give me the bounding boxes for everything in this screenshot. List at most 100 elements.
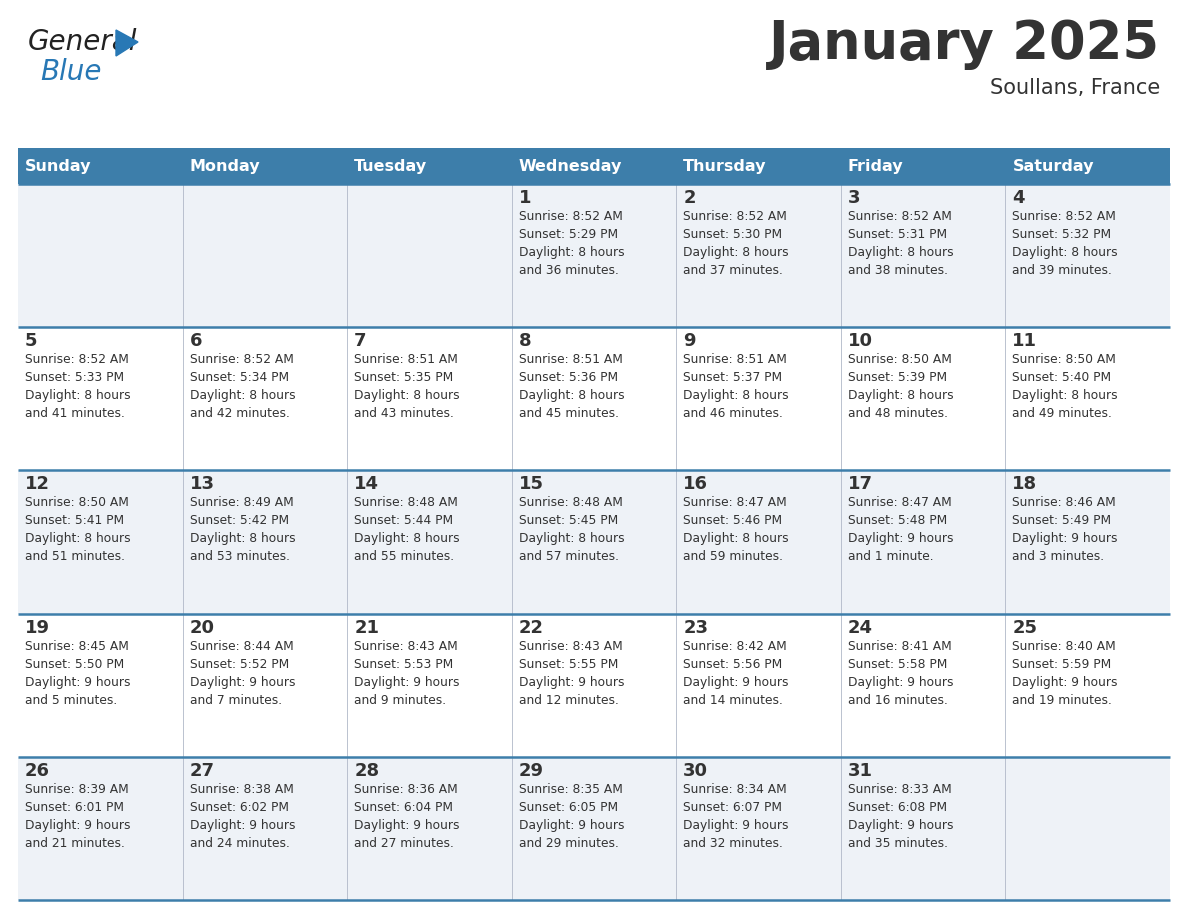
Text: 10: 10 <box>848 332 873 350</box>
Text: 5: 5 <box>25 332 38 350</box>
Text: Sunrise: 8:51 AM
Sunset: 5:36 PM
Daylight: 8 hours
and 45 minutes.: Sunrise: 8:51 AM Sunset: 5:36 PM Dayligh… <box>519 353 625 420</box>
Bar <box>183 756 347 900</box>
Text: 28: 28 <box>354 762 379 779</box>
Text: 17: 17 <box>848 476 873 493</box>
Bar <box>18 184 183 327</box>
Bar <box>841 470 1005 613</box>
Bar <box>676 327 841 470</box>
Text: Sunrise: 8:34 AM
Sunset: 6:07 PM
Daylight: 9 hours
and 32 minutes.: Sunrise: 8:34 AM Sunset: 6:07 PM Dayligh… <box>683 783 789 850</box>
Text: Sunrise: 8:52 AM
Sunset: 5:29 PM
Daylight: 8 hours
and 36 minutes.: Sunrise: 8:52 AM Sunset: 5:29 PM Dayligh… <box>519 210 625 277</box>
Bar <box>676 148 841 184</box>
Text: 15: 15 <box>519 476 544 493</box>
Text: Blue: Blue <box>40 58 101 86</box>
Text: General: General <box>29 28 138 56</box>
Text: Sunrise: 8:36 AM
Sunset: 6:04 PM
Daylight: 9 hours
and 27 minutes.: Sunrise: 8:36 AM Sunset: 6:04 PM Dayligh… <box>354 783 460 850</box>
Text: 31: 31 <box>848 762 873 779</box>
Text: 16: 16 <box>683 476 708 493</box>
Text: 23: 23 <box>683 619 708 636</box>
Bar <box>676 613 841 756</box>
Text: Sunrise: 8:48 AM
Sunset: 5:44 PM
Daylight: 8 hours
and 55 minutes.: Sunrise: 8:48 AM Sunset: 5:44 PM Dayligh… <box>354 497 460 564</box>
Text: 4: 4 <box>1012 189 1025 207</box>
Bar <box>841 613 1005 756</box>
Bar <box>512 327 676 470</box>
Bar <box>18 756 183 900</box>
Text: Sunrise: 8:51 AM
Sunset: 5:37 PM
Daylight: 8 hours
and 46 minutes.: Sunrise: 8:51 AM Sunset: 5:37 PM Dayligh… <box>683 353 789 420</box>
Text: Sunrise: 8:52 AM
Sunset: 5:31 PM
Daylight: 8 hours
and 38 minutes.: Sunrise: 8:52 AM Sunset: 5:31 PM Dayligh… <box>848 210 954 277</box>
Text: 24: 24 <box>848 619 873 636</box>
Text: 3: 3 <box>848 189 860 207</box>
Bar <box>183 148 347 184</box>
Text: Sunrise: 8:48 AM
Sunset: 5:45 PM
Daylight: 8 hours
and 57 minutes.: Sunrise: 8:48 AM Sunset: 5:45 PM Dayligh… <box>519 497 625 564</box>
Bar <box>183 327 347 470</box>
Bar <box>347 327 512 470</box>
Bar <box>183 613 347 756</box>
Text: Sunrise: 8:46 AM
Sunset: 5:49 PM
Daylight: 9 hours
and 3 minutes.: Sunrise: 8:46 AM Sunset: 5:49 PM Dayligh… <box>1012 497 1118 564</box>
Text: Sunrise: 8:41 AM
Sunset: 5:58 PM
Daylight: 9 hours
and 16 minutes.: Sunrise: 8:41 AM Sunset: 5:58 PM Dayligh… <box>848 640 953 707</box>
Text: Sunrise: 8:52 AM
Sunset: 5:32 PM
Daylight: 8 hours
and 39 minutes.: Sunrise: 8:52 AM Sunset: 5:32 PM Dayligh… <box>1012 210 1118 277</box>
Bar <box>512 148 676 184</box>
Text: 29: 29 <box>519 762 544 779</box>
Text: 21: 21 <box>354 619 379 636</box>
Bar <box>841 184 1005 327</box>
Text: Sunrise: 8:38 AM
Sunset: 6:02 PM
Daylight: 9 hours
and 24 minutes.: Sunrise: 8:38 AM Sunset: 6:02 PM Dayligh… <box>190 783 295 850</box>
Bar <box>841 148 1005 184</box>
Polygon shape <box>116 30 138 56</box>
Bar <box>183 470 347 613</box>
Text: 14: 14 <box>354 476 379 493</box>
Text: Sunrise: 8:47 AM
Sunset: 5:46 PM
Daylight: 8 hours
and 59 minutes.: Sunrise: 8:47 AM Sunset: 5:46 PM Dayligh… <box>683 497 789 564</box>
Bar <box>347 613 512 756</box>
Bar <box>18 327 183 470</box>
Text: Sunrise: 8:49 AM
Sunset: 5:42 PM
Daylight: 8 hours
and 53 minutes.: Sunrise: 8:49 AM Sunset: 5:42 PM Dayligh… <box>190 497 295 564</box>
Text: January 2025: January 2025 <box>769 18 1159 70</box>
Bar <box>512 184 676 327</box>
Bar <box>1005 148 1170 184</box>
Text: Soullans, France: Soullans, France <box>990 78 1159 98</box>
Bar <box>512 470 676 613</box>
Text: 18: 18 <box>1012 476 1037 493</box>
Bar <box>18 470 183 613</box>
Bar <box>183 184 347 327</box>
Text: Sunrise: 8:45 AM
Sunset: 5:50 PM
Daylight: 9 hours
and 5 minutes.: Sunrise: 8:45 AM Sunset: 5:50 PM Dayligh… <box>25 640 131 707</box>
Text: Sunrise: 8:51 AM
Sunset: 5:35 PM
Daylight: 8 hours
and 43 minutes.: Sunrise: 8:51 AM Sunset: 5:35 PM Dayligh… <box>354 353 460 420</box>
Text: 20: 20 <box>190 619 215 636</box>
Bar <box>347 756 512 900</box>
Text: Sunrise: 8:43 AM
Sunset: 5:55 PM
Daylight: 9 hours
and 12 minutes.: Sunrise: 8:43 AM Sunset: 5:55 PM Dayligh… <box>519 640 624 707</box>
Text: Sunrise: 8:33 AM
Sunset: 6:08 PM
Daylight: 9 hours
and 35 minutes.: Sunrise: 8:33 AM Sunset: 6:08 PM Dayligh… <box>848 783 953 850</box>
Bar <box>1005 327 1170 470</box>
Text: Sunrise: 8:35 AM
Sunset: 6:05 PM
Daylight: 9 hours
and 29 minutes.: Sunrise: 8:35 AM Sunset: 6:05 PM Dayligh… <box>519 783 624 850</box>
Text: Sunrise: 8:40 AM
Sunset: 5:59 PM
Daylight: 9 hours
and 19 minutes.: Sunrise: 8:40 AM Sunset: 5:59 PM Dayligh… <box>1012 640 1118 707</box>
Text: 13: 13 <box>190 476 215 493</box>
Text: Thursday: Thursday <box>683 159 766 174</box>
Text: Sunrise: 8:47 AM
Sunset: 5:48 PM
Daylight: 9 hours
and 1 minute.: Sunrise: 8:47 AM Sunset: 5:48 PM Dayligh… <box>848 497 953 564</box>
Text: 25: 25 <box>1012 619 1037 636</box>
Text: Sunrise: 8:52 AM
Sunset: 5:34 PM
Daylight: 8 hours
and 42 minutes.: Sunrise: 8:52 AM Sunset: 5:34 PM Dayligh… <box>190 353 295 420</box>
Text: Sunrise: 8:43 AM
Sunset: 5:53 PM
Daylight: 9 hours
and 9 minutes.: Sunrise: 8:43 AM Sunset: 5:53 PM Dayligh… <box>354 640 460 707</box>
Text: Sunrise: 8:52 AM
Sunset: 5:33 PM
Daylight: 8 hours
and 41 minutes.: Sunrise: 8:52 AM Sunset: 5:33 PM Dayligh… <box>25 353 131 420</box>
Bar <box>676 184 841 327</box>
Bar <box>18 148 183 184</box>
Bar <box>347 148 512 184</box>
Text: 6: 6 <box>190 332 202 350</box>
Bar <box>512 613 676 756</box>
Text: Wednesday: Wednesday <box>519 159 623 174</box>
Bar <box>512 756 676 900</box>
Bar <box>841 327 1005 470</box>
Bar <box>1005 613 1170 756</box>
Bar <box>18 613 183 756</box>
Text: Sunrise: 8:50 AM
Sunset: 5:41 PM
Daylight: 8 hours
and 51 minutes.: Sunrise: 8:50 AM Sunset: 5:41 PM Dayligh… <box>25 497 131 564</box>
Bar <box>841 756 1005 900</box>
Text: Sunrise: 8:52 AM
Sunset: 5:30 PM
Daylight: 8 hours
and 37 minutes.: Sunrise: 8:52 AM Sunset: 5:30 PM Dayligh… <box>683 210 789 277</box>
Bar <box>1005 756 1170 900</box>
Text: Sunrise: 8:39 AM
Sunset: 6:01 PM
Daylight: 9 hours
and 21 minutes.: Sunrise: 8:39 AM Sunset: 6:01 PM Dayligh… <box>25 783 131 850</box>
Bar <box>1005 184 1170 327</box>
Text: 30: 30 <box>683 762 708 779</box>
Text: Sunrise: 8:44 AM
Sunset: 5:52 PM
Daylight: 9 hours
and 7 minutes.: Sunrise: 8:44 AM Sunset: 5:52 PM Dayligh… <box>190 640 295 707</box>
Bar <box>676 470 841 613</box>
Text: Saturday: Saturday <box>1012 159 1094 174</box>
Text: 1: 1 <box>519 189 531 207</box>
Text: 7: 7 <box>354 332 367 350</box>
Text: 19: 19 <box>25 619 50 636</box>
Text: 26: 26 <box>25 762 50 779</box>
Text: 2: 2 <box>683 189 696 207</box>
Text: 11: 11 <box>1012 332 1037 350</box>
